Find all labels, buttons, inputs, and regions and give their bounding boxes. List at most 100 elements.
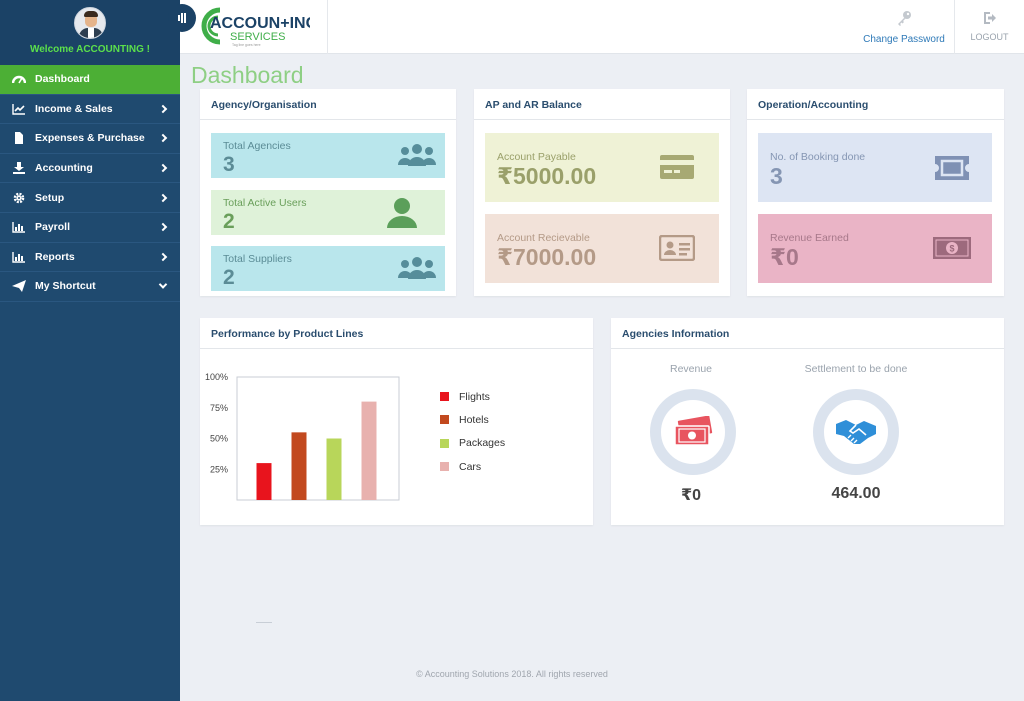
bar-hotels bbox=[291, 432, 307, 500]
chart-legend: Flights Hotels Packages Cars bbox=[440, 385, 505, 478]
sidebar-item-label: Dashboard bbox=[35, 73, 90, 86]
bar-cars bbox=[361, 401, 377, 500]
bar-chart-icon bbox=[12, 222, 25, 233]
tile-value: 3 bbox=[770, 163, 783, 189]
sidebar-item-setup[interactable]: Setup bbox=[0, 183, 180, 213]
sidebar-item-income-sales[interactable]: Income & Sales bbox=[0, 95, 180, 125]
key-icon bbox=[898, 11, 911, 26]
sidebar-item-label: Reports bbox=[35, 250, 75, 263]
logo-tagline: Tag line goes here bbox=[232, 43, 261, 47]
sidebar-item-label: Income & Sales bbox=[35, 102, 113, 115]
tile-label: Total Active Users bbox=[223, 197, 307, 209]
legend-label: Cars bbox=[459, 460, 482, 473]
legend-item-hotels: Hotels bbox=[440, 408, 505, 431]
legend-swatch bbox=[440, 462, 449, 472]
settlement-label: Settlement to be done bbox=[804, 363, 908, 375]
chevron-right-icon bbox=[158, 163, 168, 173]
tile-label: Total Agencies bbox=[223, 140, 291, 152]
chevron-right-icon bbox=[158, 104, 168, 114]
welcome-text: Welcome ACCOUNTING ! bbox=[29, 44, 150, 55]
legend-swatch bbox=[440, 392, 449, 402]
users-icon bbox=[398, 144, 436, 166]
logo-sub-text: SERVICES bbox=[230, 31, 285, 43]
sidebar-item-dashboard[interactable]: Dashboard bbox=[0, 65, 180, 95]
divider bbox=[256, 622, 272, 623]
total-agencies-tile[interactable]: Total Agencies 3 bbox=[211, 133, 445, 178]
top-bar: ACCOUN+ING SERVICES Tag line goes here C… bbox=[168, 0, 1024, 54]
ticket-icon bbox=[935, 156, 969, 180]
svg-text:$: $ bbox=[949, 244, 954, 254]
paper-plane-icon bbox=[12, 280, 26, 293]
tile-label: Total Suppliers bbox=[223, 253, 292, 265]
tile-value: 3 bbox=[223, 153, 235, 176]
money-icon bbox=[674, 416, 713, 446]
tile-label: Account Recievable bbox=[497, 232, 590, 244]
account-receivable-tile[interactable]: Account Recievable ₹7000.00 bbox=[485, 214, 719, 283]
line-chart-icon bbox=[12, 103, 25, 115]
logo-main-text: ACCOUN+ING bbox=[210, 15, 310, 32]
bookings-done-tile[interactable]: No. of Booking done 3 bbox=[758, 133, 992, 202]
account-payable-tile[interactable]: Account Payable ₹5000.00 bbox=[485, 133, 719, 202]
dashboard-icon bbox=[12, 76, 26, 84]
sidebar-item-label: Payroll bbox=[35, 221, 71, 234]
y-tick-label: 50% bbox=[210, 434, 228, 444]
sidebar-item-label: My Shortcut bbox=[35, 280, 96, 293]
profile-section: Welcome ACCOUNTING ! bbox=[0, 0, 180, 65]
sidebar-nav: Dashboard Income & Sales Expenses & Purc… bbox=[0, 65, 180, 302]
performance-panel: Performance by Product Lines 25% 50% 75% 10… bbox=[200, 318, 593, 525]
user-avatar[interactable] bbox=[74, 7, 106, 39]
total-active-users-tile[interactable]: Total Active Users 2 bbox=[211, 190, 445, 235]
operation-accounting-panel: Operation/Accounting No. of Booking done… bbox=[747, 89, 1004, 296]
chevron-right-icon bbox=[158, 134, 168, 143]
revenue-label: Revenue bbox=[669, 363, 713, 375]
legend-item-packages: Packages bbox=[440, 432, 505, 455]
legend-label: Flights bbox=[459, 390, 490, 403]
logout-button[interactable]: LOGOUT bbox=[955, 0, 1024, 54]
revenue-earned-tile[interactable]: Revenue Earned ₹0 $ bbox=[758, 214, 992, 283]
sidebar-item-reports[interactable]: Reports bbox=[0, 243, 180, 273]
panel-title: Agency/Organisation bbox=[200, 89, 456, 120]
page-title: Dashboard bbox=[191, 62, 304, 88]
tile-label: No. of Booking done bbox=[770, 151, 866, 163]
legend-label: Hotels bbox=[459, 413, 489, 426]
sign-out-icon bbox=[983, 12, 996, 24]
gear-icon bbox=[13, 192, 25, 203]
revenue-circle bbox=[650, 389, 736, 475]
change-password-link[interactable]: Change Password bbox=[854, 0, 954, 54]
chevron-down-icon bbox=[158, 280, 168, 290]
settlement-circle bbox=[813, 389, 899, 475]
file-icon bbox=[15, 132, 23, 145]
sidebar-item-expenses-purchase[interactable]: Expenses & Purchase bbox=[0, 124, 180, 154]
divider bbox=[954, 0, 955, 54]
tile-label: Revenue Earned bbox=[770, 232, 849, 244]
bar-packages bbox=[326, 438, 342, 500]
sidebar-item-accounting[interactable]: Accounting bbox=[0, 154, 180, 184]
bar-flights bbox=[256, 463, 272, 500]
sidebar-item-label: Accounting bbox=[35, 162, 93, 175]
sidebar-item-payroll[interactable]: Payroll bbox=[0, 213, 180, 243]
settlement-value: 464.00 bbox=[831, 485, 881, 502]
money-bill-icon: $ bbox=[933, 237, 971, 259]
panel-title: AP and AR Balance bbox=[474, 89, 730, 120]
change-password-label: Change Password bbox=[863, 34, 945, 45]
tile-value: ₹7000.00 bbox=[497, 244, 597, 270]
product-lines-bar-chart: 25% 50% 75% 100% bbox=[205, 372, 400, 501]
revenue-value: ₹0 bbox=[680, 487, 702, 504]
credit-card-icon bbox=[660, 155, 694, 179]
tile-label: Account Payable bbox=[497, 151, 576, 163]
y-tick-label: 100% bbox=[205, 372, 228, 382]
legend-item-cars: Cars bbox=[440, 455, 505, 478]
panel-title: Operation/Accounting bbox=[747, 89, 1004, 120]
y-tick-label: 25% bbox=[210, 464, 228, 474]
id-card-icon bbox=[659, 235, 695, 261]
sidebar-toggle-button[interactable] bbox=[168, 4, 196, 32]
legend-swatch bbox=[440, 438, 449, 448]
sidebar-item-my-shortcut[interactable]: My Shortcut bbox=[0, 272, 180, 302]
agencies-information-panel: Agencies Information Revenue ₹0 Settleme… bbox=[611, 318, 1004, 525]
total-suppliers-tile[interactable]: Total Suppliers 2 bbox=[211, 246, 445, 291]
handshake-icon bbox=[836, 420, 876, 444]
panel-title: Performance by Product Lines bbox=[200, 318, 593, 349]
tile-value: 2 bbox=[223, 266, 235, 289]
user-icon bbox=[387, 198, 417, 228]
chevron-right-icon bbox=[158, 223, 168, 232]
